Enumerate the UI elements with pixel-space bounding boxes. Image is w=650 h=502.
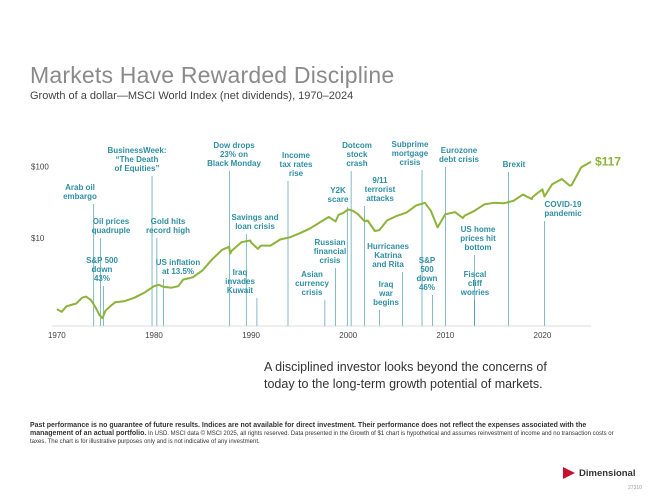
disclaimer-lead: Past performance is no guarantee of futu…	[30, 422, 587, 437]
event-label: Income tax rates rise	[280, 151, 313, 178]
event-label: S&P 500 down 46%	[417, 256, 438, 292]
event-label: Fiscal cliff worries	[460, 270, 490, 297]
event-label: Dow drops 23% on Black Monday	[207, 141, 261, 168]
logo-text: Dimensional	[579, 467, 636, 479]
end-value-label: $117	[595, 155, 621, 169]
event-label: COVID-19 pandemic	[544, 200, 582, 218]
y-axis: $10 $100	[31, 163, 49, 243]
page-subtitle: Growth of a dollar—MSCI World Index (net…	[30, 90, 354, 102]
event-labels: Arab oil embargo Oil prices quadruple S&P 50…	[63, 140, 582, 307]
event-label: Arab oil embargo	[63, 183, 97, 201]
event-label: Russian financial crisis	[314, 238, 346, 265]
event-label: Hurricanes Katrina and Rita	[367, 242, 409, 269]
event-label: S&P 500 down 43%	[86, 256, 118, 283]
disclaimer: Past performance is no guarantee of futu…	[30, 422, 620, 446]
event-label: Savings and loan crisis	[231, 213, 278, 231]
x-tick-label: 2000	[339, 331, 357, 340]
logo-mark-icon	[563, 467, 575, 479]
event-label: Eurozone debt crisis	[439, 146, 480, 164]
page-title: Markets Have Rewarded Discipline	[30, 62, 395, 88]
event-label: Iraq war begins	[373, 280, 399, 307]
event-label: Dotcom stock crash	[342, 141, 372, 168]
event-label: BusinessWeek: “The Death of Equities”	[108, 146, 167, 173]
x-tick-label: 2010	[436, 331, 454, 340]
x-tick-label: 1970	[48, 331, 66, 340]
x-tick-label: 2020	[534, 331, 552, 340]
tagline: A disciplined investor looks beyond the …	[264, 360, 547, 391]
growth-chart: $10 $100 1970 1980 1990 2000 2010 2020 Arab oi…	[31, 140, 621, 340]
disclaimer-body: In USD. MSCI data © MSCI 2025, all right…	[30, 431, 614, 445]
x-tick-label: 1980	[145, 331, 163, 340]
event-label: US inflation at 13.5%	[156, 258, 201, 276]
event-label: Asian currency crisis	[295, 270, 329, 297]
document-code: 27310	[628, 485, 642, 491]
event-label: US home prices hit bottom	[460, 225, 496, 252]
x-axis: 1970 1980 1990 2000 2010 2020	[48, 325, 591, 340]
event-label: 9/11 terrorist attacks	[365, 176, 396, 203]
event-label: Iraq invades Kuwait	[225, 268, 255, 295]
dimensional-logo: Dimensional	[562, 466, 636, 480]
x-tick-label: 1990	[242, 331, 260, 340]
event-label: Gold hits record high	[146, 217, 190, 235]
event-label: Brexit	[503, 160, 526, 169]
y-tick-label: $10	[31, 234, 45, 243]
growth-line	[56, 160, 592, 320]
event-label: Subprime mortgage crisis	[392, 140, 429, 167]
y-tick-label: $100	[31, 163, 49, 172]
event-label: Oil prices quadruple	[92, 217, 131, 235]
event-label: Y2K scare	[328, 186, 349, 204]
